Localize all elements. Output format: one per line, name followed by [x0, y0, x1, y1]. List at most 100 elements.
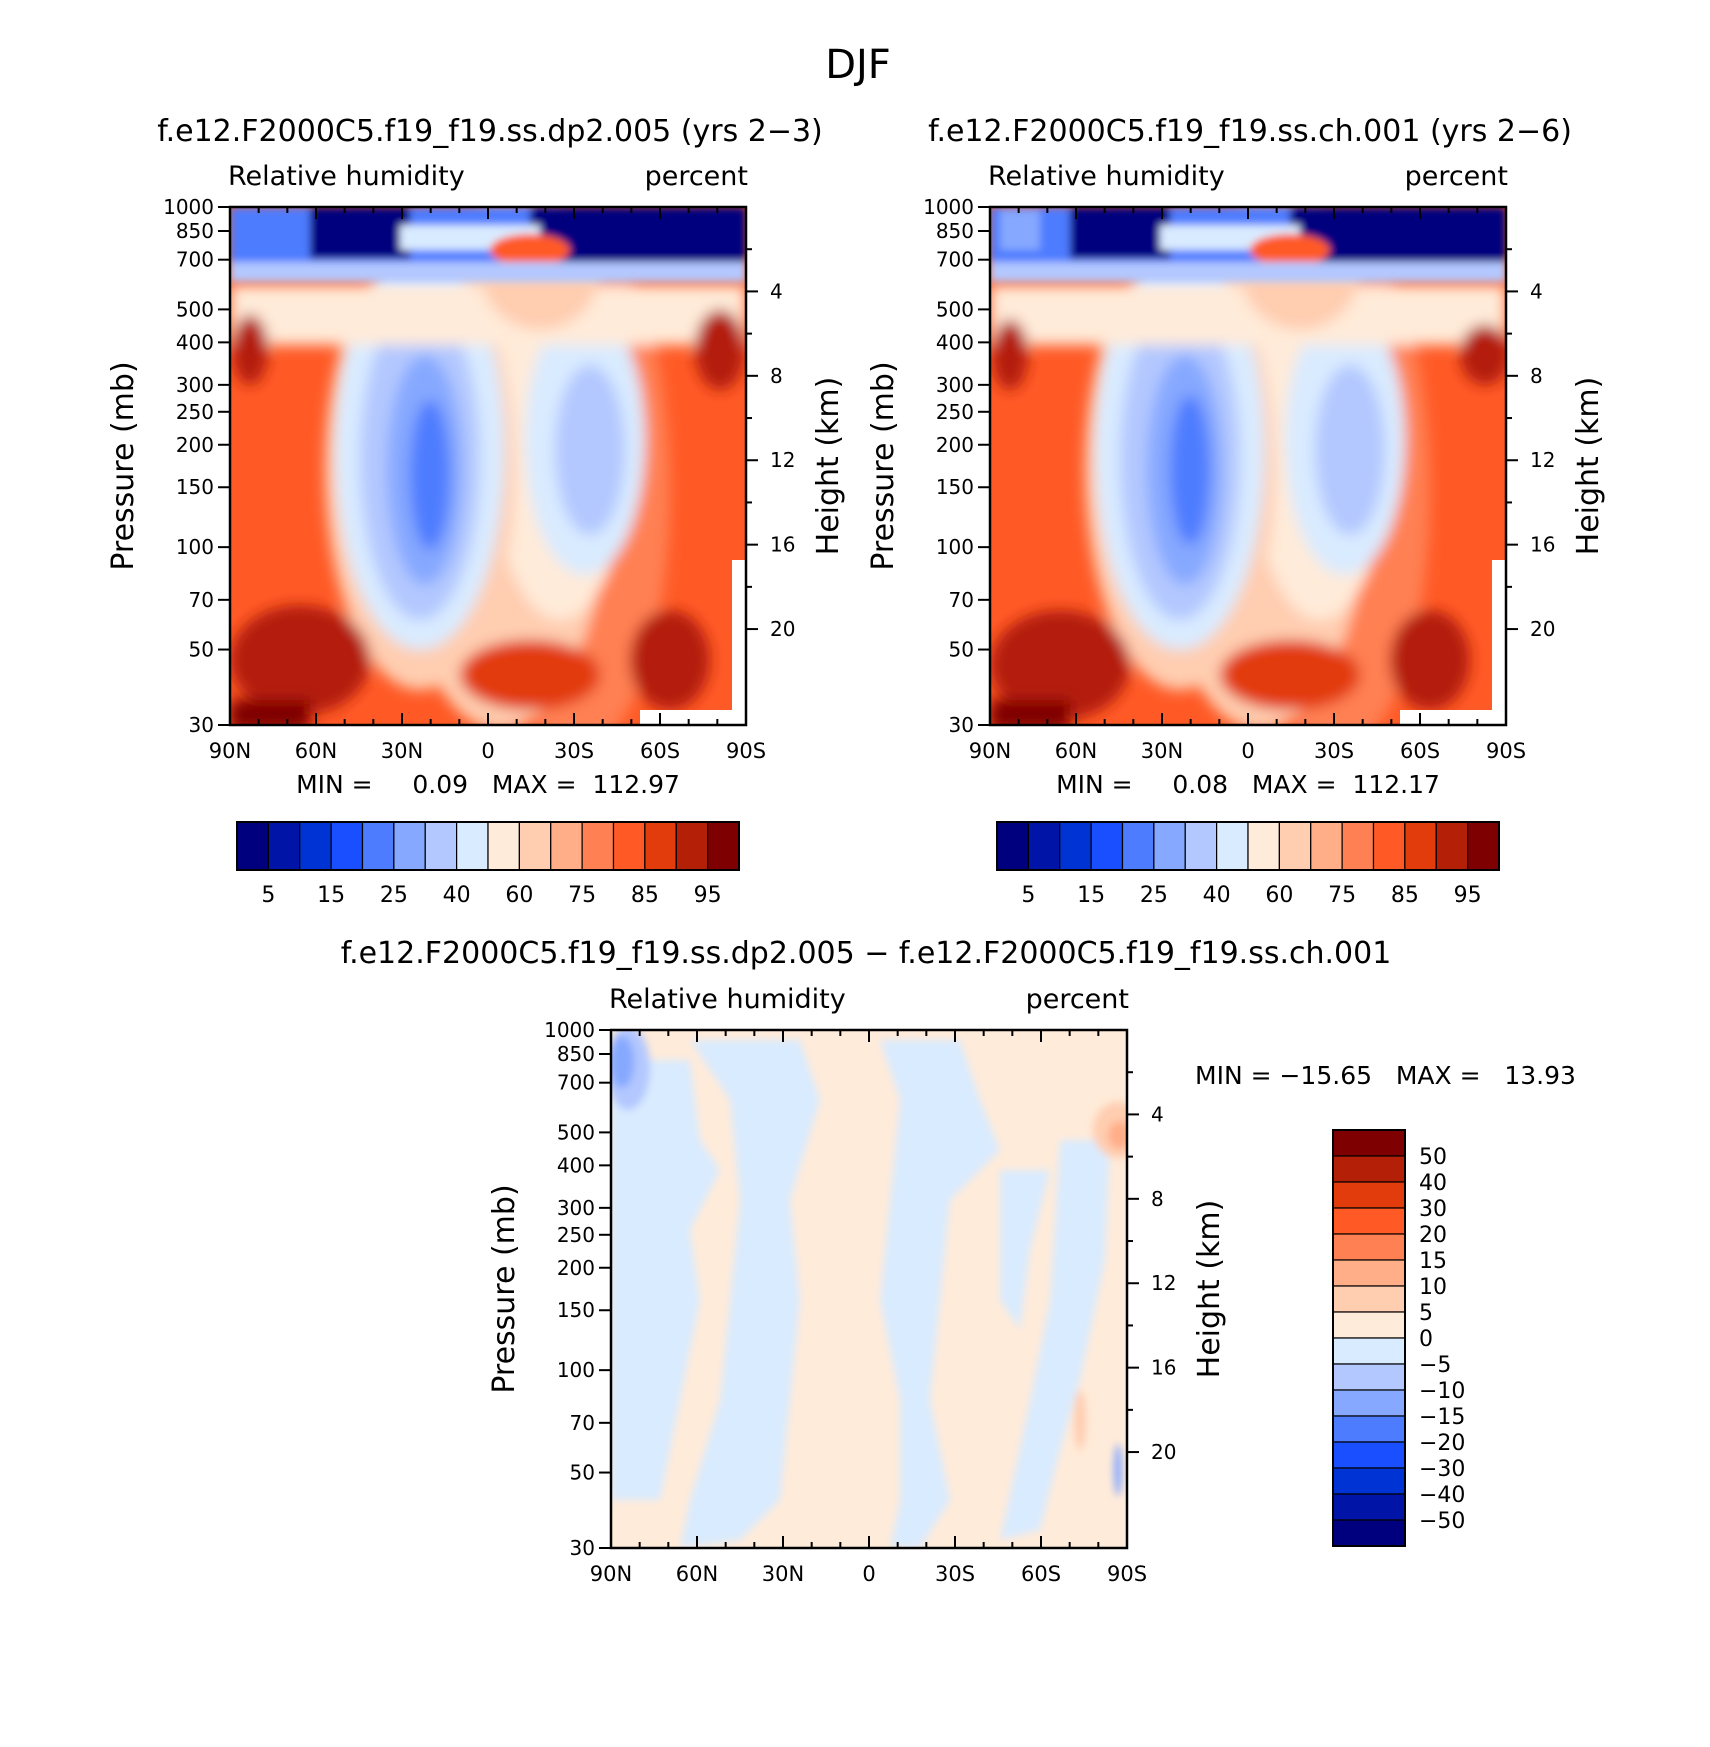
- panel-3-x-tick-label: 30S: [935, 1562, 975, 1586]
- colorbar-label: −15: [1419, 1405, 1465, 1430]
- colorbar-label: 60: [505, 883, 533, 908]
- panel-1-stats: MIN = 0.09 MAX = 112.97: [296, 770, 680, 799]
- panel-1-right-label: percent: [645, 161, 748, 192]
- panel-3-x-tick-label: 60S: [1021, 1562, 1061, 1586]
- colorbar-label: 60: [1265, 883, 1293, 908]
- colorbar-box: [1310, 821, 1343, 871]
- panel-1-y2-tick-label: 4: [770, 279, 783, 303]
- panel-1-x-tick-label: 30N: [381, 739, 423, 763]
- colorbar-box: [1404, 821, 1437, 871]
- colorbar-box: [1435, 821, 1469, 871]
- panel-3: f.e12.F2000C5.f19_f19.ss.dp2.005 − f.e12…: [341, 936, 1576, 1586]
- panel-2-x-tick-label: 0: [1241, 739, 1254, 763]
- colorbar-label: 40: [1203, 883, 1231, 908]
- panel-3-title: f.e12.F2000C5.f19_f19.ss.dp2.005 − f.e12…: [341, 936, 1392, 971]
- panel-2-colorbar: 5 15 25 40 60 75 85 95: [996, 821, 1500, 908]
- colorbar-label: 95: [1454, 883, 1482, 908]
- colorbar-box: [1372, 821, 1406, 871]
- colorbar-box: [1090, 821, 1124, 871]
- colorbar-box: [612, 821, 646, 871]
- colorbar-label: −20: [1419, 1431, 1465, 1456]
- colorbar-box: [330, 821, 364, 871]
- colorbar-box: [1332, 1493, 1406, 1521]
- panel-1-y-tick-label: 700: [176, 248, 214, 272]
- panel-2-title: f.e12.F2000C5.f19_f19.ss.ch.001 (yrs 2−6…: [928, 114, 1572, 149]
- panel-2-missing-region: [1400, 710, 1506, 725]
- panel-3-x-tick-label: 30N: [762, 1562, 804, 1586]
- panel-2-y2-tick-label: 16: [1530, 533, 1555, 557]
- panel-2-y2-tick-label: 4: [1530, 279, 1543, 303]
- colorbar-box: [1332, 1129, 1406, 1157]
- colorbar-box: [1332, 1519, 1406, 1547]
- panel-2-y-tick-label: 850: [936, 219, 974, 243]
- panel-3-y-tick-label: 700: [557, 1071, 595, 1095]
- panel-1-y-tick-label: 150: [176, 475, 214, 499]
- colorbar-box: [299, 821, 332, 871]
- panel-2-y-tick-label: 400: [936, 330, 974, 354]
- panel-2-y2label: Height (km): [1571, 377, 1606, 556]
- colorbar-box: [1332, 1155, 1406, 1183]
- panel-3-y2-tick-label: 12: [1151, 1271, 1176, 1295]
- panel-1-y-tick-label: 400: [176, 330, 214, 354]
- panel-2-y-tick-label: 70: [949, 588, 974, 612]
- panel-2-y-tick-label: 700: [936, 248, 974, 272]
- colorbar-box: [707, 821, 740, 871]
- panel-3-stats: MIN = −15.65 MAX = 13.93: [1195, 1061, 1576, 1090]
- panel-2-ylabel: Pressure (mb): [866, 361, 901, 570]
- panel-2-x-tick-label: 60N: [1055, 739, 1097, 763]
- panel-3-x-tick-label: 0: [862, 1562, 875, 1586]
- colorbar-label: 85: [631, 883, 659, 908]
- colorbar-label: 5: [1021, 883, 1035, 908]
- panel-3-y2-tick-label: 20: [1151, 1440, 1176, 1464]
- panel-3-x-tick-label: 90N: [590, 1562, 632, 1586]
- panel-3-field: [611, 1030, 1127, 1548]
- panel-2-x-tick-label: 60S: [1400, 739, 1440, 763]
- panel-1-x-tick-label: 30S: [554, 739, 594, 763]
- colorbar-label: 10: [1419, 1275, 1447, 1300]
- panel-1-field: [230, 207, 746, 725]
- colorbar-label: 15: [1419, 1249, 1447, 1274]
- panel-2-y-tick-label: 30: [949, 713, 974, 737]
- panel-2-y2-tick-label: 20: [1530, 617, 1555, 641]
- colorbar-box: [487, 821, 520, 871]
- colorbar-box: [1332, 1415, 1406, 1443]
- panel-2-field: [990, 207, 1506, 725]
- panel-1-missing-region: [640, 710, 746, 725]
- colorbar-label: 25: [380, 883, 408, 908]
- panel-3-y-tick-label: 30: [570, 1536, 595, 1560]
- panel-3-y-tick-label: 500: [557, 1120, 595, 1144]
- colorbar-box: [1027, 821, 1061, 871]
- colorbar-frame: [1332, 1129, 1406, 1547]
- colorbar-box: [393, 821, 426, 871]
- panel-1-y2-tick-label: 12: [770, 448, 795, 472]
- colorbar-box: [550, 821, 583, 871]
- panel-1-y-tick-label: 30: [189, 713, 214, 737]
- colorbar-box: [1278, 821, 1312, 871]
- panel-3-y-tick-label: 150: [557, 1298, 595, 1322]
- panel-1-y2label: Height (km): [811, 377, 846, 556]
- colorbar-box: [581, 821, 615, 871]
- panel-1-x-tick-label: 90N: [209, 739, 251, 763]
- panel-1-x-tick-label: 60S: [640, 739, 680, 763]
- colorbar-label: −30: [1419, 1457, 1465, 1482]
- colorbar-label: −10: [1419, 1379, 1465, 1404]
- colorbar-box: [1341, 821, 1375, 871]
- panel-3-y-tick-label: 850: [557, 1042, 595, 1066]
- colorbar-box: [456, 821, 489, 871]
- panel-3-y-tick-label: 400: [557, 1153, 595, 1177]
- colorbar-label: 30: [1419, 1197, 1447, 1222]
- colorbar-label: 95: [694, 883, 722, 908]
- panel-3-y-tick-label: 200: [557, 1256, 595, 1280]
- panel-2-y2-tick-label: 8: [1530, 364, 1543, 388]
- panel-2-y-tick-label: 200: [936, 433, 974, 457]
- panel-2-y-tick-label: 250: [936, 400, 974, 424]
- colorbar-box: [1121, 821, 1155, 871]
- panel-1-ylabel: Pressure (mb): [106, 361, 141, 570]
- colorbar-label: 75: [1328, 883, 1356, 908]
- panel-3-y-tick-label: 1000: [544, 1018, 595, 1042]
- colorbar-label: 5: [1419, 1301, 1433, 1326]
- colorbar-label: 85: [1391, 883, 1419, 908]
- panel-1-x-tick-label: 90S: [726, 739, 766, 763]
- panel-1-y-tick-label: 50: [189, 638, 214, 662]
